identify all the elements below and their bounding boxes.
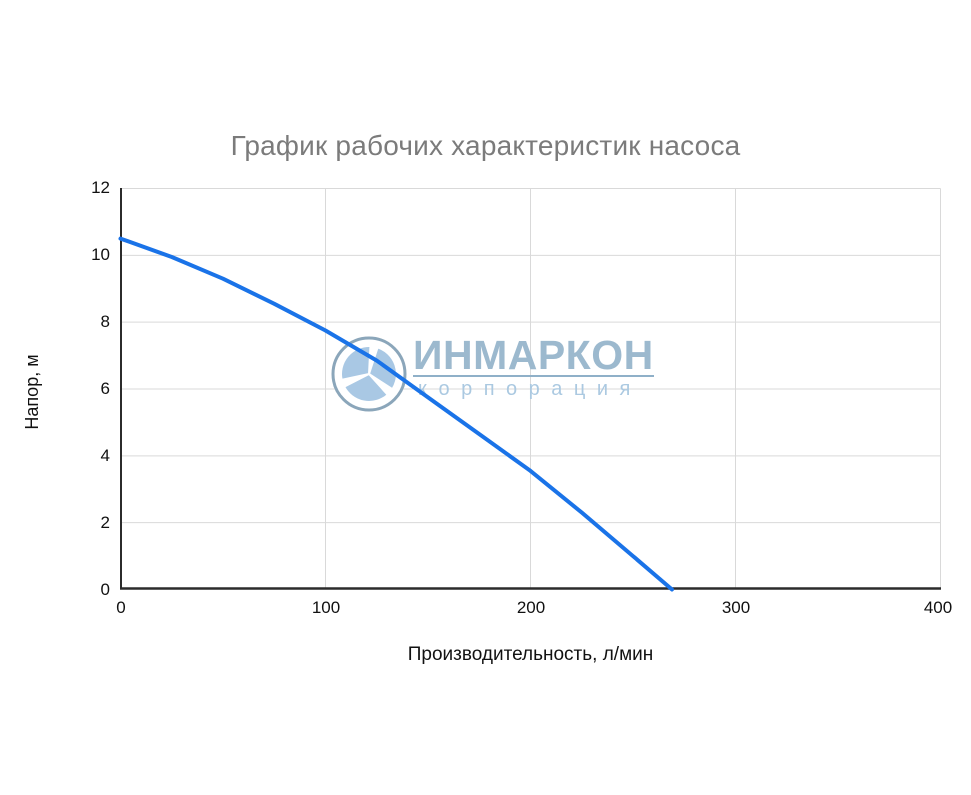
y-tick-label: 0 <box>100 580 110 599</box>
x-axis-title: Производительность, л/мин <box>407 644 654 665</box>
y-axis-ticks: 12 10 8 6 4 2 0 <box>55 0 110 795</box>
plot-area <box>118 188 941 592</box>
watermark-brand: ИНМАРКОН <box>413 332 654 378</box>
y-tick-label: 2 <box>100 513 110 532</box>
watermark-text: ИНМАРКОН корпорация <box>413 334 654 401</box>
x-axis-ticks: 0 100 200 300 400 <box>0 598 971 622</box>
x-tick-label: 100 <box>311 598 341 617</box>
gridlines-and-axes <box>120 188 941 590</box>
watermark-subtitle: корпорация <box>418 378 642 400</box>
y-axis-title: Напор, м <box>22 354 42 430</box>
x-tick-label: 400 <box>923 598 953 617</box>
y-tick-label: 8 <box>100 312 110 331</box>
y-tick-label: 10 <box>91 245 110 264</box>
pump-performance-curve <box>118 236 674 592</box>
inmarkon-logo-icon <box>331 336 407 412</box>
x-tick-label: 300 <box>721 598 751 617</box>
y-tick-label: 4 <box>100 446 110 465</box>
x-tick-label: 0 <box>116 598 126 617</box>
watermark-underline <box>413 375 654 377</box>
chart-title: График рабочих характеристик насоса <box>230 130 741 161</box>
y-tick-label: 12 <box>91 178 110 197</box>
x-tick-label: 200 <box>516 598 546 617</box>
watermark: ИНМАРКОН корпорация <box>329 334 654 414</box>
y-tick-label: 6 <box>100 379 110 398</box>
pump-curve-layer <box>118 236 674 592</box>
